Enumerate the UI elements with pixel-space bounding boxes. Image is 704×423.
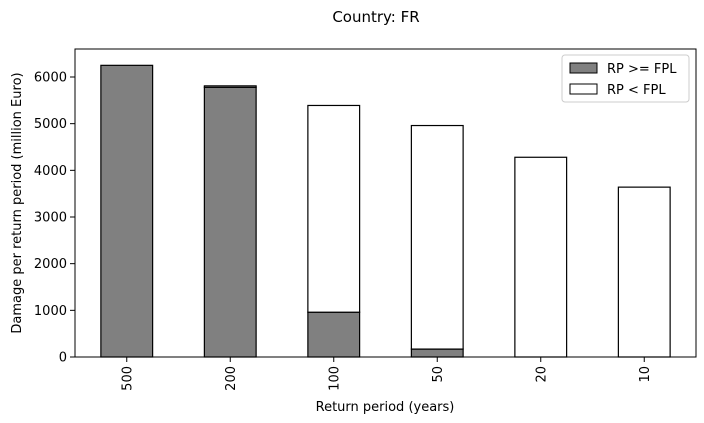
chart-title: Country: FR — [332, 8, 419, 26]
x-tick-label: 10 — [638, 366, 653, 383]
y-tick-label: 3000 — [34, 211, 67, 226]
y-tick-label: 1000 — [34, 304, 67, 319]
bar-500-series-0 — [100, 64, 154, 358]
y-tick-label: 4000 — [34, 164, 67, 179]
legend-label: RP >= FPL — [607, 62, 677, 77]
x-tick-label: 500 — [120, 366, 135, 391]
legend-swatch — [569, 83, 598, 95]
legend: RP >= FPL RP < FPL — [561, 54, 690, 103]
x-axis: 500 200 100 50 20 10 — [120, 357, 653, 391]
y-tick-label: 6000 — [34, 71, 67, 86]
x-tick-label: 100 — [327, 366, 342, 391]
bar-50-series-1 — [410, 124, 464, 350]
x-tick-label: 200 — [224, 366, 239, 391]
y-tick-label: 5000 — [34, 117, 67, 132]
x-axis-label: Return period (years) — [316, 400, 455, 415]
bar-100-series-1 — [307, 104, 361, 313]
legend-label: RP < FPL — [607, 83, 666, 98]
bar-20-series-1 — [514, 156, 568, 358]
legend-swatch — [569, 62, 598, 74]
y-axis-label: Damage per return period (million Euro) — [10, 72, 25, 333]
bar-10-series-1 — [617, 186, 671, 358]
bar-200-series-1 — [203, 85, 257, 88]
bar-100-series-0 — [307, 311, 361, 358]
bars-group — [100, 64, 671, 358]
y-tick-label: 0 — [59, 351, 67, 366]
x-tick-label: 20 — [534, 366, 549, 383]
y-tick-label: 2000 — [34, 257, 67, 272]
bar-200-series-0 — [203, 86, 257, 358]
plot-frame — [74, 48, 697, 358]
x-tick-label: 50 — [431, 366, 446, 383]
bar-50-series-0 — [410, 348, 464, 358]
y-axis: 0 1000 2000 3000 4000 5000 6000 — [34, 71, 75, 366]
